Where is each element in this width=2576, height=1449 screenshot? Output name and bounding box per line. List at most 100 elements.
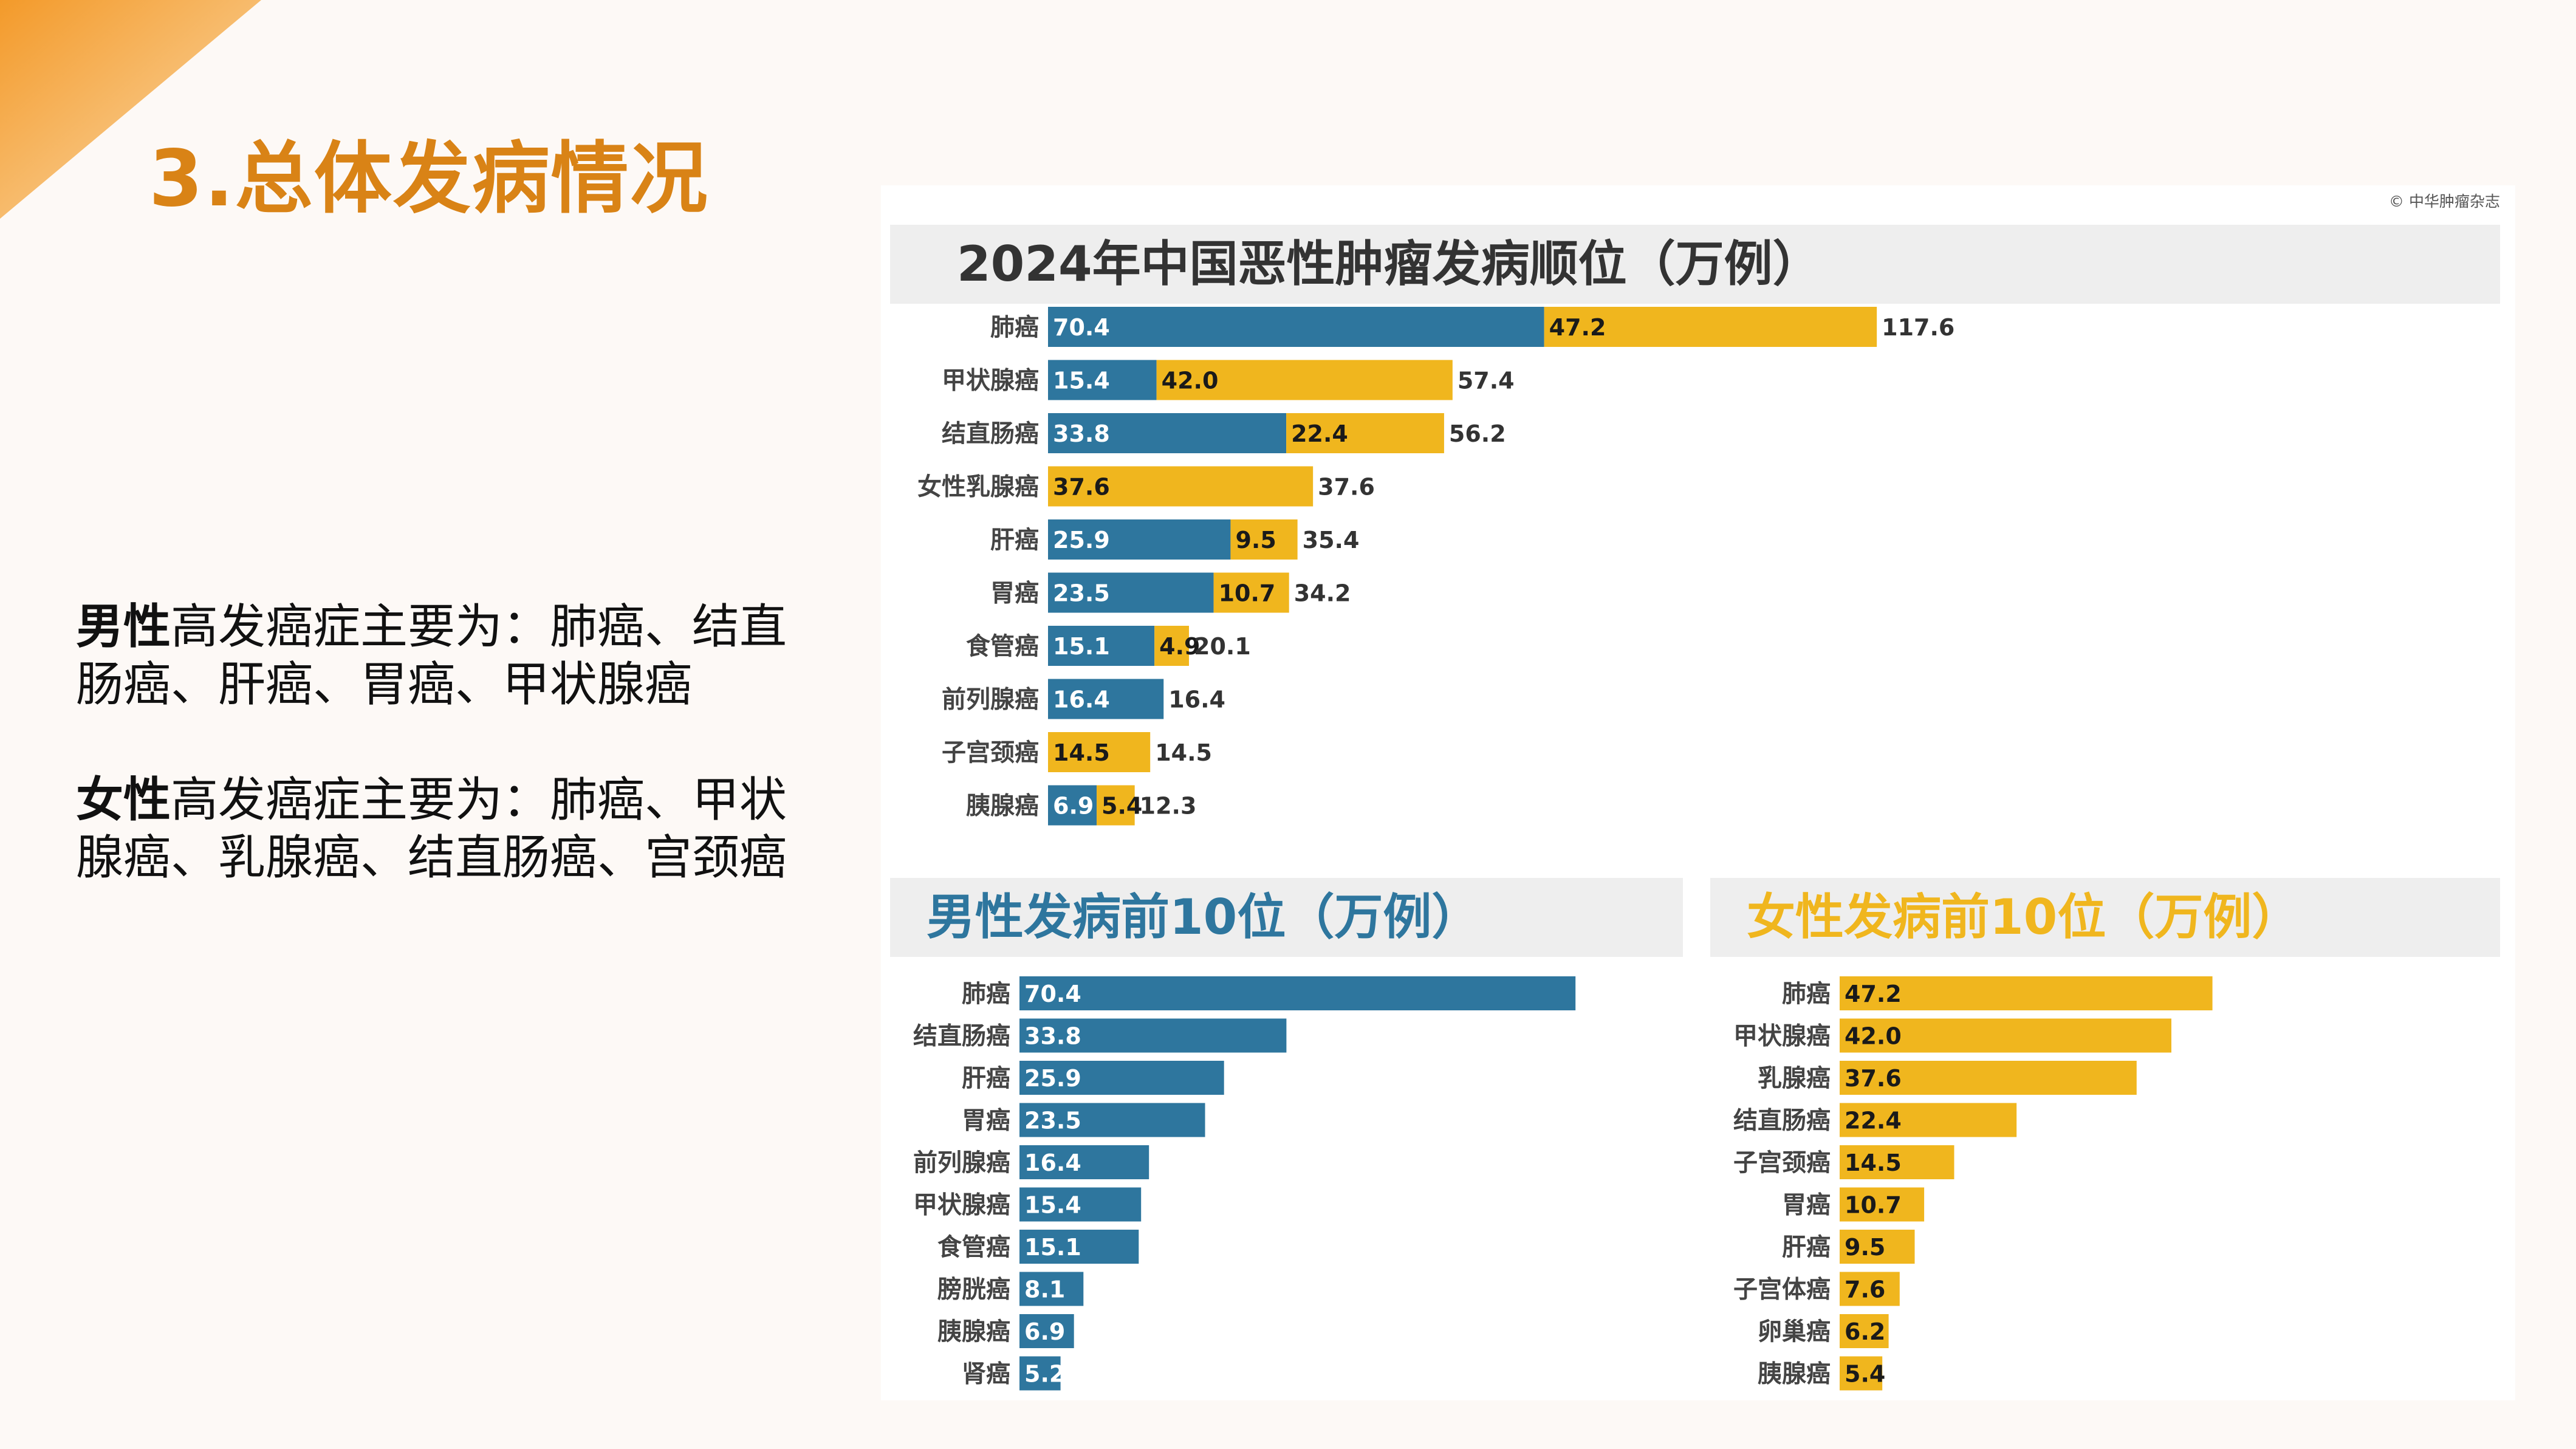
male-value-label: 15.4 (1053, 368, 1110, 394)
category-label: 甲状腺癌 (913, 1191, 1010, 1219)
category-label: 子宫颈癌 (1733, 1149, 1831, 1177)
female-bar (1213, 572, 1289, 613)
bar-value-label: 42.0 (1845, 1023, 1902, 1050)
category-label: 前列腺癌 (913, 1149, 1010, 1177)
total-label: 57.4 (1458, 368, 1515, 394)
female-chart: 肺癌 47.2 甲状腺癌 42.0 乳腺癌 37.6 结直肠癌 22.4 子宫颈癌 14.5 胃癌 1… (1733, 976, 2213, 1391)
bar-value-label: 33.8 (1024, 1023, 1081, 1050)
chart-credit: © 中华肿瘤杂志 (2389, 193, 2500, 210)
bar-value-label: 7.6 (1845, 1276, 1885, 1303)
category-label: 结直肠癌 (1733, 1107, 1831, 1135)
bar-value-label: 6.2 (1845, 1318, 1885, 1345)
total-label: 12.3 (1140, 793, 1197, 820)
main-chart-title: 2024年中国恶性肿瘤发病顺位（万例） (957, 236, 1821, 292)
total-label: 117.6 (1882, 314, 1954, 341)
bar-value-label: 15.1 (1024, 1234, 1081, 1261)
total-label: 14.5 (1155, 739, 1212, 766)
bar (1840, 1356, 1883, 1391)
bar-value-label: 16.4 (1024, 1149, 1081, 1176)
bar-value-label: 15.4 (1024, 1192, 1081, 1219)
chart-panel: © 中华肿瘤杂志 2024年中国恶性肿瘤发病顺位（万例） 男性发病前10位（万例… (881, 185, 2515, 1400)
male-bar (1048, 679, 1164, 719)
bar (1019, 1145, 1149, 1179)
male-summary: 男性高发癌症主要为：肺癌、结直肠癌、肝癌、胃癌、甲状腺癌 (76, 598, 823, 714)
female-value-label: 37.6 (1053, 474, 1110, 501)
total-label: 20.1 (1194, 633, 1251, 660)
corner-decoration (0, 0, 261, 219)
female-value-label: 4.9 (1159, 633, 1200, 660)
category-label: 子宫体癌 (1733, 1276, 1831, 1304)
male-bar (1048, 572, 1214, 613)
bar (1840, 976, 2213, 1010)
male-value-label: 33.8 (1053, 420, 1110, 447)
total-label: 34.2 (1294, 580, 1351, 607)
bar (1019, 976, 1576, 1010)
category-label: 胰腺癌 (966, 792, 1039, 820)
male-value-label: 70.4 (1053, 314, 1110, 341)
category-label: 胃癌 (1782, 1191, 1831, 1219)
category-label: 胰腺癌 (1758, 1360, 1831, 1388)
category-label: 子宫颈癌 (942, 739, 1039, 767)
bar (1840, 1272, 1900, 1306)
bar-value-label: 25.9 (1024, 1065, 1081, 1092)
female-bar (1097, 785, 1135, 826)
total-label: 35.4 (1303, 527, 1360, 553)
total-label: 56.2 (1449, 420, 1506, 447)
bar (1840, 1061, 2137, 1095)
female-bar (1156, 360, 1453, 400)
male-value-label: 6.9 (1053, 793, 1094, 820)
female-value-label: 5.4 (1101, 793, 1142, 820)
bar-value-label: 23.5 (1024, 1108, 1081, 1134)
female-title-band (1710, 878, 2500, 957)
bar (1840, 1314, 1889, 1348)
category-label: 肝癌 (1782, 1233, 1831, 1261)
male-summary-label: 男性 (76, 600, 171, 654)
male-summary-text: 高发癌症主要为：肺癌、结直肠癌、肝癌、胃癌、甲状腺癌 (76, 600, 787, 712)
category-label: 前列腺癌 (942, 686, 1039, 714)
bar (1019, 1272, 1084, 1306)
female-value-label: 14.5 (1053, 739, 1110, 766)
category-label: 甲状腺癌 (1733, 1023, 1831, 1050)
bar (1019, 1230, 1139, 1264)
bar (1019, 1061, 1224, 1095)
bar-value-label: 9.5 (1845, 1234, 1885, 1261)
female-value-label: 42.0 (1162, 368, 1219, 394)
category-label: 卵巢癌 (1758, 1318, 1831, 1346)
male-value-label: 16.4 (1053, 687, 1110, 713)
female-bar (1544, 307, 1877, 347)
bar (1019, 1314, 1074, 1348)
female-bar (1048, 732, 1151, 772)
female-value-label: 10.7 (1219, 580, 1276, 607)
total-label: 16.4 (1168, 687, 1225, 713)
female-summary-label: 女性 (76, 773, 171, 827)
bar (1840, 1018, 2171, 1053)
bar (1019, 1018, 1287, 1053)
bar-value-label: 8.1 (1024, 1276, 1065, 1303)
male-chart-title: 男性发病前10位（万例） (927, 889, 1480, 945)
male-title-band (890, 878, 1683, 957)
category-label: 胰腺癌 (937, 1318, 1010, 1346)
main-chart: 肺癌 70.4 47.2 117.6 甲状腺癌 15.4 42.0 57.4 结直肠癌 33.8 2… (917, 307, 1954, 826)
bar-value-label: 5.4 (1845, 1361, 1885, 1388)
female-summary-text: 高发癌症主要为：肺癌、甲状腺癌、乳腺癌、结直肠癌、宫颈癌 (76, 773, 787, 885)
female-value-label: 22.4 (1291, 420, 1348, 447)
bar (1019, 1356, 1061, 1391)
category-label: 肺癌 (1782, 980, 1831, 1008)
category-label: 肺癌 (990, 313, 1039, 341)
female-summary: 女性高发癌症主要为：肺癌、甲状腺癌、乳腺癌、结直肠癌、宫颈癌 (76, 772, 823, 887)
bar-value-label: 37.6 (1845, 1065, 1902, 1092)
male-value-label: 23.5 (1053, 580, 1110, 607)
bar (1019, 1103, 1205, 1137)
male-bar (1048, 360, 1157, 400)
bar-value-label: 22.4 (1845, 1108, 1902, 1134)
category-label: 女性乳腺癌 (917, 473, 1039, 501)
bar (1840, 1145, 1954, 1179)
category-label: 食管癌 (966, 632, 1039, 660)
category-label: 乳腺癌 (1758, 1064, 1831, 1092)
male-bar (1048, 307, 1544, 347)
female-bar (1230, 519, 1298, 560)
bar (1840, 1230, 1915, 1264)
bar-value-label: 47.2 (1845, 981, 1902, 1007)
male-bar (1048, 626, 1155, 666)
female-chart-title: 女性发病前10位（万例） (1747, 889, 2300, 945)
